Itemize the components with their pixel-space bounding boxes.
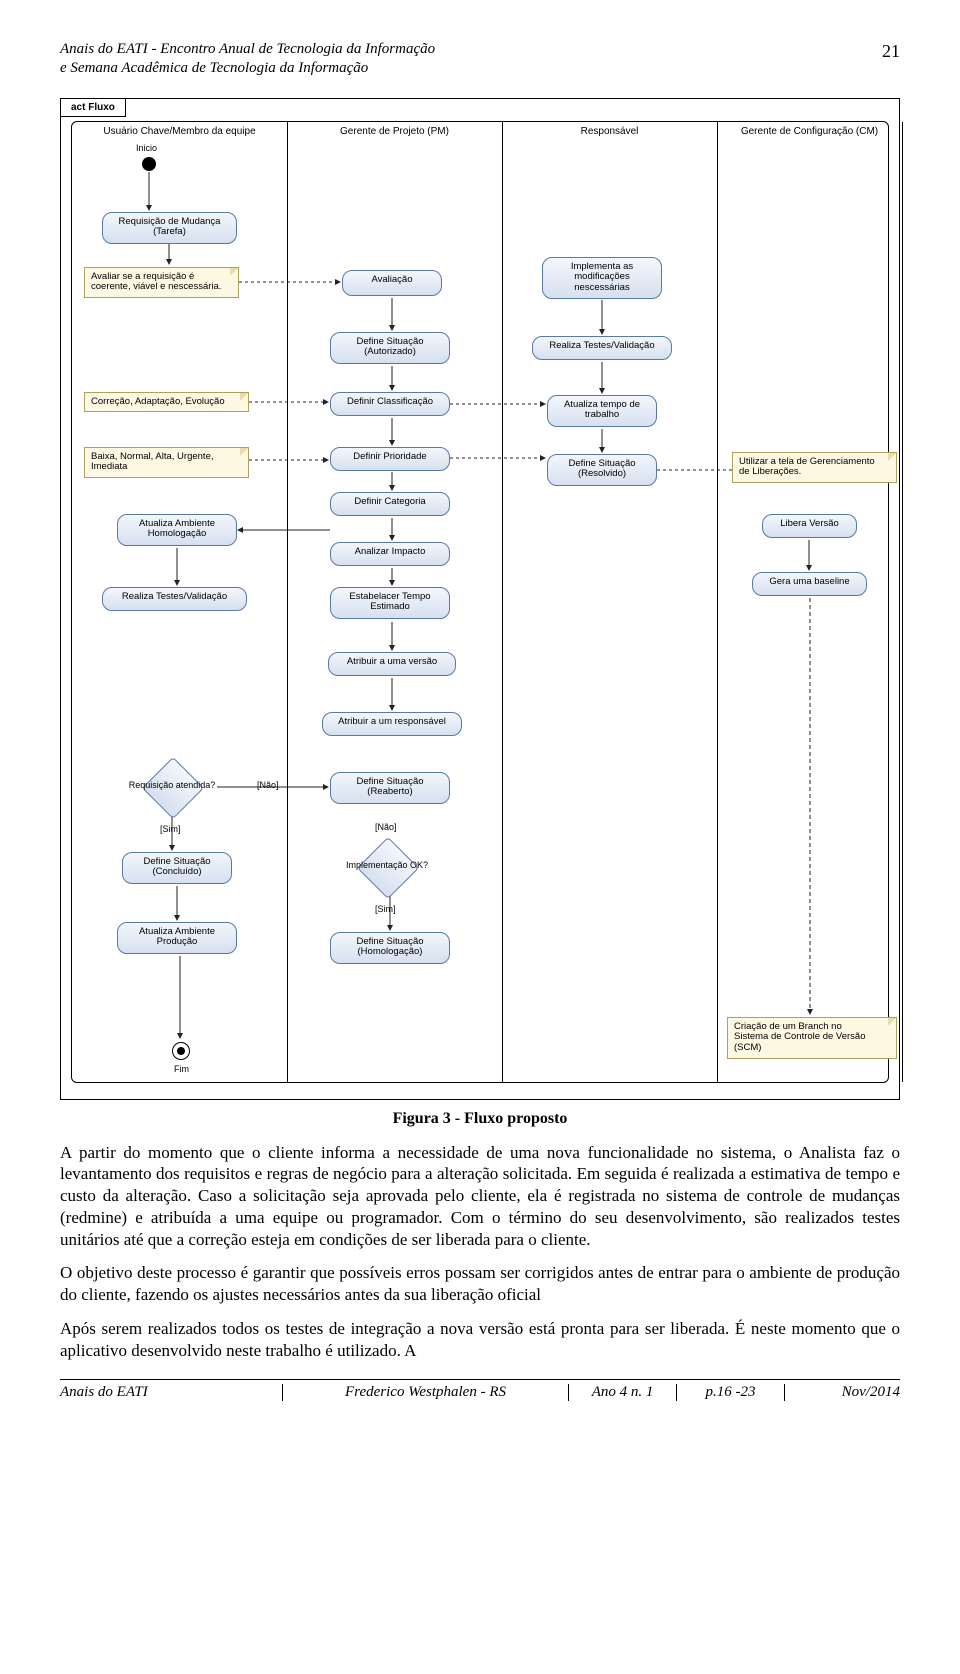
final-label: Fim: [174, 1064, 189, 1074]
guard-label: [Não]: [257, 780, 279, 790]
estab: Estabelacer TempoEstimado: [330, 587, 450, 619]
running-head: Anais do EATI - Encontro Anual de Tecnol…: [60, 40, 900, 78]
def-resolv: Define Situação(Resolvido): [547, 454, 657, 486]
atu-tempo: Atualiza tempo detrabalho: [547, 395, 657, 427]
initial-node: [142, 157, 156, 171]
final-node: [172, 1042, 190, 1060]
def-prio: Definir Prioridade: [330, 447, 450, 471]
initial-label: Inicio: [136, 143, 157, 153]
note-avaliar: Avaliar se a requisição écoerente, viáve…: [84, 267, 239, 299]
lane-label: Responsável: [502, 126, 717, 137]
def-concl: Define Situação(Concluído): [122, 852, 232, 884]
footer: Anais do EATI Frederico Westphalen - RS …: [60, 1380, 900, 1405]
figure-caption: Figura 3 - Fluxo proposto: [60, 1110, 900, 1128]
note-liber: Utilizar a tela de Gerenciamentode Liber…: [732, 452, 897, 484]
def-aut: Define Situação(Autorizado): [330, 332, 450, 364]
def-reab: Define Situação(Reaberto): [330, 772, 450, 804]
header-line2: e Semana Acadêmica de Tecnologia da Info…: [60, 60, 368, 76]
def-homol: Define Situação(Homologação): [330, 932, 450, 964]
atu-prod: Atualiza AmbienteProdução: [117, 922, 237, 954]
swimlanes: Usuário Chave/Membro da equipeGerente de…: [71, 121, 889, 1083]
guard-label: [Sim]: [375, 904, 396, 914]
lane-cm: Gerente de Configuração (CM): [717, 122, 903, 1082]
realiza2: Realiza Testes/Validação: [102, 587, 247, 611]
footer-pages: p.16 -23: [677, 1384, 785, 1401]
note-branch: Criação de um Branch noSistema de Contro…: [727, 1017, 897, 1060]
req-atend: Requisição atendida?: [127, 762, 217, 812]
footer-journal: Anais do EATI: [60, 1384, 283, 1401]
analizar: Analizar Impacto: [330, 542, 450, 566]
req-mud: Requisição de Mudança(Tarefa): [102, 212, 237, 244]
note-priori: Baixa, Normal, Alta, Urgente,Imediata: [84, 447, 249, 479]
impl-mod: Implementa asmodificaçõesnescessárias: [542, 257, 662, 299]
para-2: O objetivo deste processo é garantir que…: [60, 1262, 900, 1306]
decision-label: Requisição atendida?: [127, 780, 217, 790]
page-number: 21: [882, 40, 900, 63]
decision-label: Implementação OK?: [342, 860, 432, 870]
note-correc: Correção, Adaptação, Evolução: [84, 392, 249, 413]
lane-label: Gerente de Configuração (CM): [717, 126, 902, 137]
libera: Libera Versão: [762, 514, 857, 538]
para-3: Após serem realizados todos os testes de…: [60, 1318, 900, 1362]
footer-location: Frederico Westphalen - RS: [283, 1384, 569, 1401]
atrib-ver: Atribuir a uma versão: [328, 652, 456, 676]
diagram-title: act Fluxo: [61, 99, 126, 117]
atrib-resp: Atribuir a um responsável: [322, 712, 462, 736]
lane-label: Gerente de Projeto (PM): [287, 126, 502, 137]
lane-label: Usuário Chave/Membro da equipe: [72, 126, 287, 137]
impl-ok: Implementação OK?: [342, 842, 432, 892]
def-class: Definir Classificação: [330, 392, 450, 416]
atu-homol: Atualiza AmbienteHomologação: [117, 514, 237, 546]
activity-diagram: act Fluxo: [60, 98, 900, 1100]
guard-label: [Sim]: [160, 824, 181, 834]
footer-date: Nov/2014: [785, 1384, 900, 1401]
guard-label: [Não]: [375, 822, 397, 832]
avaliacao: Avaliação: [342, 270, 442, 296]
def-cat: Definir Categoria: [330, 492, 450, 516]
realiza1: Realiza Testes/Validação: [532, 336, 672, 360]
para-1: A partir do momento que o cliente inform…: [60, 1142, 900, 1251]
gera-base: Gera uma baseline: [752, 572, 867, 596]
header-line1: Anais do EATI - Encontro Anual de Tecnol…: [60, 41, 435, 57]
footer-issue: Ano 4 n. 1: [569, 1384, 677, 1401]
